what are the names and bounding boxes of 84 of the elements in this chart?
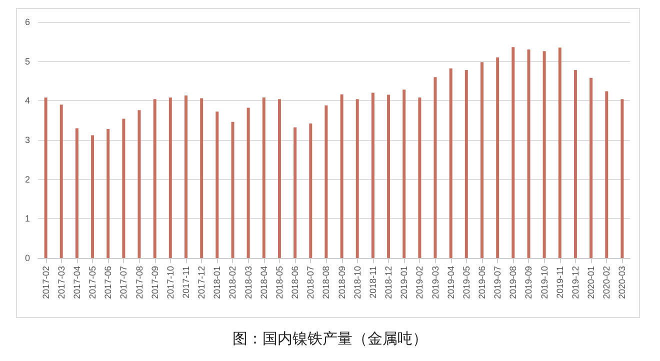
y-tick-label: 6 [24,17,30,27]
bar [106,128,110,258]
bar [246,108,250,258]
bar [574,70,577,258]
bar [512,47,515,258]
x-tick-label: 2019-07 [492,266,503,300]
y-tick-label: 0 [24,253,30,263]
bar [44,98,48,258]
bar [294,127,297,258]
x-tick-label: 2017-08 [134,266,144,300]
bar [402,90,406,258]
x-tick-label: 2018-02 [228,266,238,300]
x-tick-label: 2018-11 [368,266,378,298]
bar [434,77,437,258]
x-tick-label: 2019-03 [430,266,440,300]
x-tick-label: 2019-08 [508,266,518,300]
x-tick-label: 2018-03 [243,266,254,300]
bar [216,112,219,258]
bar [418,98,422,258]
x-tick-label: 2019-06 [477,266,487,300]
bar [496,57,500,258]
x-tick-label: 2020-01 [586,266,596,300]
x-tick-label: 2018-09 [336,266,347,300]
bar [168,98,172,258]
bar [371,92,374,258]
bar [620,99,624,258]
x-tick-label: 2018-12 [384,266,394,300]
x-tick-label: 2019-11 [554,266,565,298]
bar [231,122,234,258]
x-tick-label: 2019-12 [570,266,580,300]
bar [278,99,281,258]
bar [200,98,204,258]
x-tick-label: 2017-07 [118,266,129,300]
x-tick-label: 2018-05 [274,266,284,300]
bar [527,50,530,258]
x-tick-label: 2020-03 [617,266,628,300]
bar [60,104,63,258]
x-tick-label: 2019-09 [524,266,534,300]
x-tick-label: 2017-12 [196,266,207,300]
x-tick-label: 2017-04 [72,266,82,300]
bar [91,135,94,258]
bar [153,99,156,258]
x-tick-label: 2020-02 [602,266,612,300]
bar [75,128,78,258]
bar [324,105,328,258]
bar [122,118,126,258]
x-tick-label: 2019-05 [461,266,472,300]
bar [340,94,344,258]
x-tick-label: 2019-10 [539,266,550,300]
x-tick-label: 2017-02 [40,266,51,300]
x-tick-label: 2017-03 [56,266,66,300]
x-tick-label: 2018-10 [352,266,362,300]
bar [262,98,266,258]
bar [464,70,468,258]
text: 图：国内镍铁产量（金属吨） [232,330,428,348]
x-tick-label: 2019-01 [399,266,410,300]
x-tick-label: 2017-10 [165,266,176,300]
x-tick-label: 2017-09 [150,266,160,300]
y-tick-label: 5 [24,56,30,66]
y-tick-label: 2 [24,174,30,184]
x-tick-label: 2018-07 [306,266,316,300]
y-tick-label: 4 [24,96,30,106]
bar [387,94,390,258]
x-tick-label: 2017-05 [88,266,98,300]
bar [356,99,359,258]
y-tick-label: 1 [24,214,30,224]
x-tick-label: 2018-06 [290,266,300,300]
x-tick-label: 2017-11 [181,266,191,298]
x-tick-label: 2019-02 [414,266,425,300]
x-tick-label: 2018-08 [321,266,332,300]
x-tick-label: 2017-06 [103,266,114,300]
bar [590,78,593,258]
x-tick-label: 2019-04 [446,266,456,300]
bar [558,48,562,258]
bar [542,51,546,258]
x-tick-label: 2018-04 [258,266,269,300]
y-tick-label: 3 [24,135,30,145]
bar [184,96,188,258]
bar [605,91,608,258]
bar [480,62,484,258]
bar [138,110,141,258]
bar [309,123,312,258]
bar [449,68,452,258]
x-tick-label: 2018-01 [212,266,222,300]
